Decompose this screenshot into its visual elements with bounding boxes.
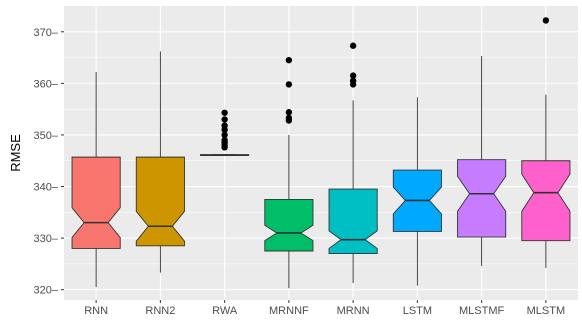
outlier-point (221, 122, 228, 129)
box-rwa (200, 109, 250, 157)
x-tick-label: RNN2 (145, 305, 175, 317)
box-mlstmf (457, 56, 507, 266)
outlier-point (285, 56, 293, 64)
box-body (328, 188, 378, 255)
box-rnn2 (135, 51, 185, 273)
outlier-point (285, 81, 293, 88)
box-mlstm (521, 17, 571, 269)
boxes (71, 17, 571, 289)
y-tick-label: 370– (34, 27, 59, 39)
y-axis-title: RMSE (8, 134, 23, 172)
y-tick-label: 360– (34, 78, 59, 90)
box-body (457, 159, 507, 238)
outlier-point (221, 116, 228, 123)
outlier-point (285, 109, 293, 116)
x-tick-label: MRNNF (269, 305, 309, 317)
box-lstm (392, 97, 442, 286)
x-tick-label: MRNN (337, 305, 370, 317)
box-rnn (71, 72, 121, 288)
plot-panel (64, 6, 578, 300)
y-tick-label: 320– (34, 285, 59, 297)
x-tick-label: MLSTM (527, 305, 566, 317)
x-tick-label: MLSTMF (459, 305, 505, 317)
box-mrnn (328, 42, 378, 283)
box-body (135, 156, 185, 247)
y-axis: 320– 330– 340– 350– 360– 370– (34, 27, 64, 297)
box-body (521, 160, 571, 242)
outlier-point (221, 131, 228, 139)
x-tick-label: RNN (84, 305, 108, 317)
y-tick-label: 350– (34, 130, 59, 142)
outlier-point (349, 72, 357, 79)
box-body (264, 198, 314, 252)
outlier-point (349, 42, 357, 49)
box-mrnnf (264, 56, 314, 289)
box-body (71, 156, 121, 249)
y-tick-label: 330– (34, 233, 59, 245)
y-tick-label: 340– (34, 182, 59, 194)
x-axis: RNN RNN2 RWA MRNNF MRNN LSTM MLSTMF MLSTM (84, 300, 565, 317)
outlier-point (221, 109, 228, 116)
outlier-point (285, 114, 293, 122)
x-tick-label: LSTM (403, 305, 432, 317)
outlier-point (542, 17, 550, 24)
outlier-point (349, 77, 357, 84)
outlier-point (221, 136, 228, 144)
x-tick-label: RWA (212, 305, 238, 317)
